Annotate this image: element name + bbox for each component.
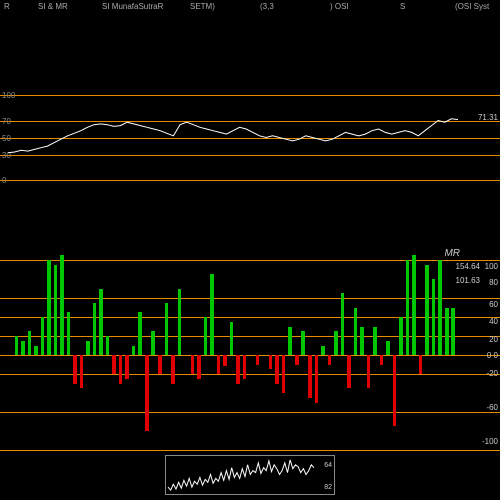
bar [419,355,423,374]
right-axis-label: -100 [482,437,498,446]
bar [151,331,155,355]
bar [393,355,397,426]
header-item: SETM) [190,2,215,11]
grid-line [0,450,500,451]
mr-label: MR [444,248,460,259]
header-item: SI & MR [38,2,68,11]
bar [354,308,358,356]
bar [34,346,38,356]
bar [15,336,19,355]
bar [360,327,364,356]
grid-line [0,412,500,413]
bar [86,341,90,355]
mini-chart-panel: 64 82 [165,455,335,495]
bar [165,303,169,355]
bar [204,317,208,355]
bar [373,327,377,356]
mini-chart-line [166,456,316,494]
bar [367,355,371,388]
bar [67,312,71,355]
bar [138,312,142,355]
bar [380,355,384,365]
right-axis-label: 20 [489,335,498,344]
bar [243,355,247,379]
bar [406,260,410,355]
right-axis-label: -20 [486,369,498,378]
bar [288,327,292,356]
bar [230,322,234,355]
bar [275,355,279,384]
right-axis-label: 80 [489,278,498,287]
bar [334,331,338,355]
mini-label: 64 [324,462,332,469]
header-item: S [400,2,405,11]
bar [125,355,129,379]
bar [256,355,260,365]
bar [295,355,299,365]
bar [217,355,221,374]
bar [301,331,305,355]
mini-label: 82 [324,484,332,491]
bar [158,355,162,374]
bar [451,308,455,356]
right-axis-label: 40 [489,317,498,326]
bar [282,355,286,393]
right-axis-label: 60 [489,300,498,309]
bar [308,355,312,398]
bar [80,355,84,388]
grid-line [0,180,500,181]
bar [132,346,136,356]
right-axis-label: 100 [485,262,498,271]
bar [412,255,416,355]
right-axis-label: 0 0 [487,351,498,360]
top-current-value: 71.31 [478,113,498,122]
bar [210,274,214,355]
bar [47,260,51,355]
header-item: ) OSI [330,2,349,11]
bar [28,331,32,355]
header-item: (OSI Syst [455,2,489,11]
bar [191,355,195,374]
bar [93,303,97,355]
bar [178,289,182,356]
bar [54,265,58,355]
bar [106,336,110,355]
header-item: R [4,2,10,11]
bar [60,255,64,355]
bar [41,317,45,355]
bar [269,355,273,369]
bar [328,355,332,365]
bar [432,279,436,355]
right-axis-label: 101.63 [456,276,480,285]
bar [21,341,25,355]
bar [399,317,403,355]
bar [386,341,390,355]
bar [197,355,201,379]
bar [171,355,175,384]
bar [73,355,77,384]
right-axis-label: -60 [486,403,498,412]
bar [236,355,240,384]
bar [347,355,351,388]
bar [99,289,103,356]
bar [445,308,449,356]
header-item: SI MunafaSutraR [102,2,163,11]
bar [223,355,227,366]
grid-line [0,260,500,261]
bar [341,293,345,355]
bar [119,355,123,384]
bar [315,355,319,403]
header-item: (3,3 [260,2,274,11]
bar [145,355,149,431]
top-chart-line [0,95,460,180]
bar [425,265,429,355]
bar [321,346,325,356]
right-axis-label: 154.64 [456,262,480,271]
chart-header: R SI & MR SI MunafaSutraR SETM) (3,3 ) OSI S (O… [0,2,500,16]
bar [112,355,116,374]
bar [438,260,442,355]
